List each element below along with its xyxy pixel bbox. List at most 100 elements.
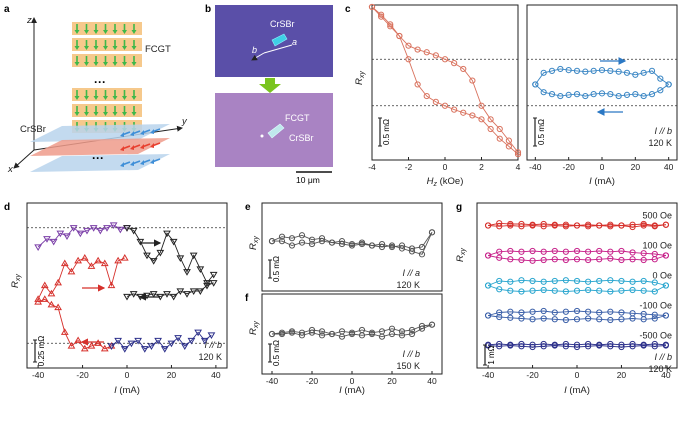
g-series-1-down-point	[651, 256, 658, 263]
g-series-1-up-point	[507, 247, 514, 255]
c-left-series-0-point	[387, 21, 394, 28]
d-series-3-point	[67, 267, 76, 275]
g-series-2-up-point	[651, 279, 658, 286]
d-series-5-point	[174, 335, 182, 342]
spin-arrowhead-icon	[122, 30, 127, 34]
g-series-2-up-point	[507, 278, 514, 285]
g-series-3-down-point	[573, 316, 581, 323]
g-series-1-up-point	[607, 248, 614, 255]
spin-arrowhead-icon	[93, 30, 99, 34]
d-series-0-point	[56, 230, 65, 238]
c-left-series-0-point	[496, 125, 503, 133]
xlabel-rest: (mA)	[342, 385, 365, 396]
x-tick-label: 0	[575, 370, 580, 380]
y-axis-label-sub: xy	[253, 321, 260, 330]
x-axis-label: I (mA)	[114, 385, 140, 396]
spin-arrowhead-icon	[84, 30, 89, 34]
xlabel-I: I	[114, 385, 117, 396]
legend-4: -500 Oe	[639, 331, 672, 341]
plot-frame	[526, 4, 678, 161]
c-left-series-1-point	[387, 23, 394, 30]
schematic-dots-bottom: ···	[92, 151, 104, 165]
micro-label-crsbr-top: CrSBr	[270, 19, 295, 29]
f-series-0-point	[408, 326, 416, 334]
e-series-1-point	[348, 242, 356, 249]
xlabel-rest: (mA)	[592, 176, 615, 187]
g-series-1-down-point	[607, 255, 614, 262]
d-series-5-point	[114, 337, 122, 345]
micro-label-fcgt: FCGT	[285, 113, 310, 123]
c-left-series-0-point	[469, 77, 476, 84]
e-series-0-point	[288, 235, 296, 242]
d-series-4-point	[60, 328, 69, 335]
spin-arrowhead-icon	[112, 46, 118, 50]
c-right-series-0-point	[598, 67, 606, 74]
d-series-3-point	[120, 254, 129, 261]
fcgt-layer	[72, 22, 142, 35]
c-right-series-1-point	[573, 91, 581, 98]
schematic-label-fcgt: FCGT	[145, 44, 171, 55]
chart-c-left: -4 -2 0 2 4 Hz (kOe) Rxy 0.5 mΩ	[354, 3, 522, 188]
c-left-series-1-point	[441, 102, 449, 109]
spin-arrowhead-icon	[74, 62, 80, 66]
spin-arrowhead-icon	[103, 46, 108, 50]
c-left-series-0-point	[505, 137, 512, 144]
g-series-2-down-point	[518, 288, 525, 295]
y-axis-label: Rxy	[455, 248, 467, 262]
c-left-series-1-point	[405, 56, 412, 63]
x-tick-label: 20	[617, 370, 627, 380]
panel-label-c: c	[345, 4, 351, 15]
e-series-1-point	[398, 245, 406, 252]
d-series-0-point	[69, 225, 78, 232]
g-series-3-up-point	[518, 309, 525, 316]
spin-arrowhead-icon	[112, 96, 118, 100]
g-series-3-up-point	[496, 309, 503, 316]
g-series-2-up-point	[618, 277, 625, 285]
g-series-2-up-point	[529, 277, 536, 285]
crsbr-spinhead-icon	[140, 160, 144, 165]
spin-arrowhead-icon	[84, 96, 89, 100]
g-series-3-up-point	[573, 307, 581, 315]
schematic-dots-top: ···	[94, 75, 106, 89]
g-series-0-down-point	[540, 223, 547, 230]
xlabel-rest: (kOe)	[437, 176, 463, 187]
d-series-5-point	[200, 337, 209, 345]
g-series-2-up-point	[551, 277, 558, 285]
e-scalebar-label: 0.5 mΩ	[272, 256, 281, 282]
g-series-2-up-point	[562, 277, 569, 284]
g-series-4-down-point	[518, 343, 525, 350]
g-series-3-down-point	[596, 316, 603, 323]
g-series-2-down-point	[529, 287, 536, 294]
annotation-current: I // b	[654, 352, 672, 362]
x-tick-label: -40	[32, 370, 45, 380]
g-series-2-up-point	[596, 277, 603, 285]
d-series-5-point	[107, 343, 116, 350]
g-series-3-down-point	[551, 316, 558, 323]
f-series-1-line	[272, 324, 433, 338]
g-series-2-down-point	[618, 287, 625, 294]
g-series-3-down-point	[540, 315, 547, 322]
crsbr-spinhead-icon	[120, 146, 124, 151]
g-series-0-down-point	[596, 222, 603, 229]
c-right-series-0-point	[632, 71, 639, 78]
g-series-2-down-point	[662, 282, 669, 289]
d-series-1-point	[163, 230, 171, 238]
g-series-2-down-point	[551, 287, 558, 294]
d-series-5-point	[127, 340, 136, 348]
d-series-5-line	[111, 331, 212, 350]
f-series-0-line	[271, 324, 433, 335]
g-series-0-down-point	[496, 223, 503, 230]
d-series-5-point	[147, 343, 156, 350]
g-series-3-up-point	[651, 311, 658, 318]
g-series-1-down-point	[540, 256, 547, 264]
c-left-series-0-point	[478, 102, 485, 109]
g-series-2-up-point	[573, 277, 581, 285]
g-series-3-down-point	[507, 314, 514, 321]
g-series-1-up-point	[618, 247, 625, 255]
d-series-1-point	[136, 238, 145, 246]
x-axis-label: Hz (kOe)	[427, 176, 464, 188]
g-series-0-down-point	[518, 223, 525, 230]
d-series-3-point	[94, 256, 102, 264]
c-right-series-1-point	[540, 89, 547, 96]
f-series-1-point	[398, 332, 406, 339]
